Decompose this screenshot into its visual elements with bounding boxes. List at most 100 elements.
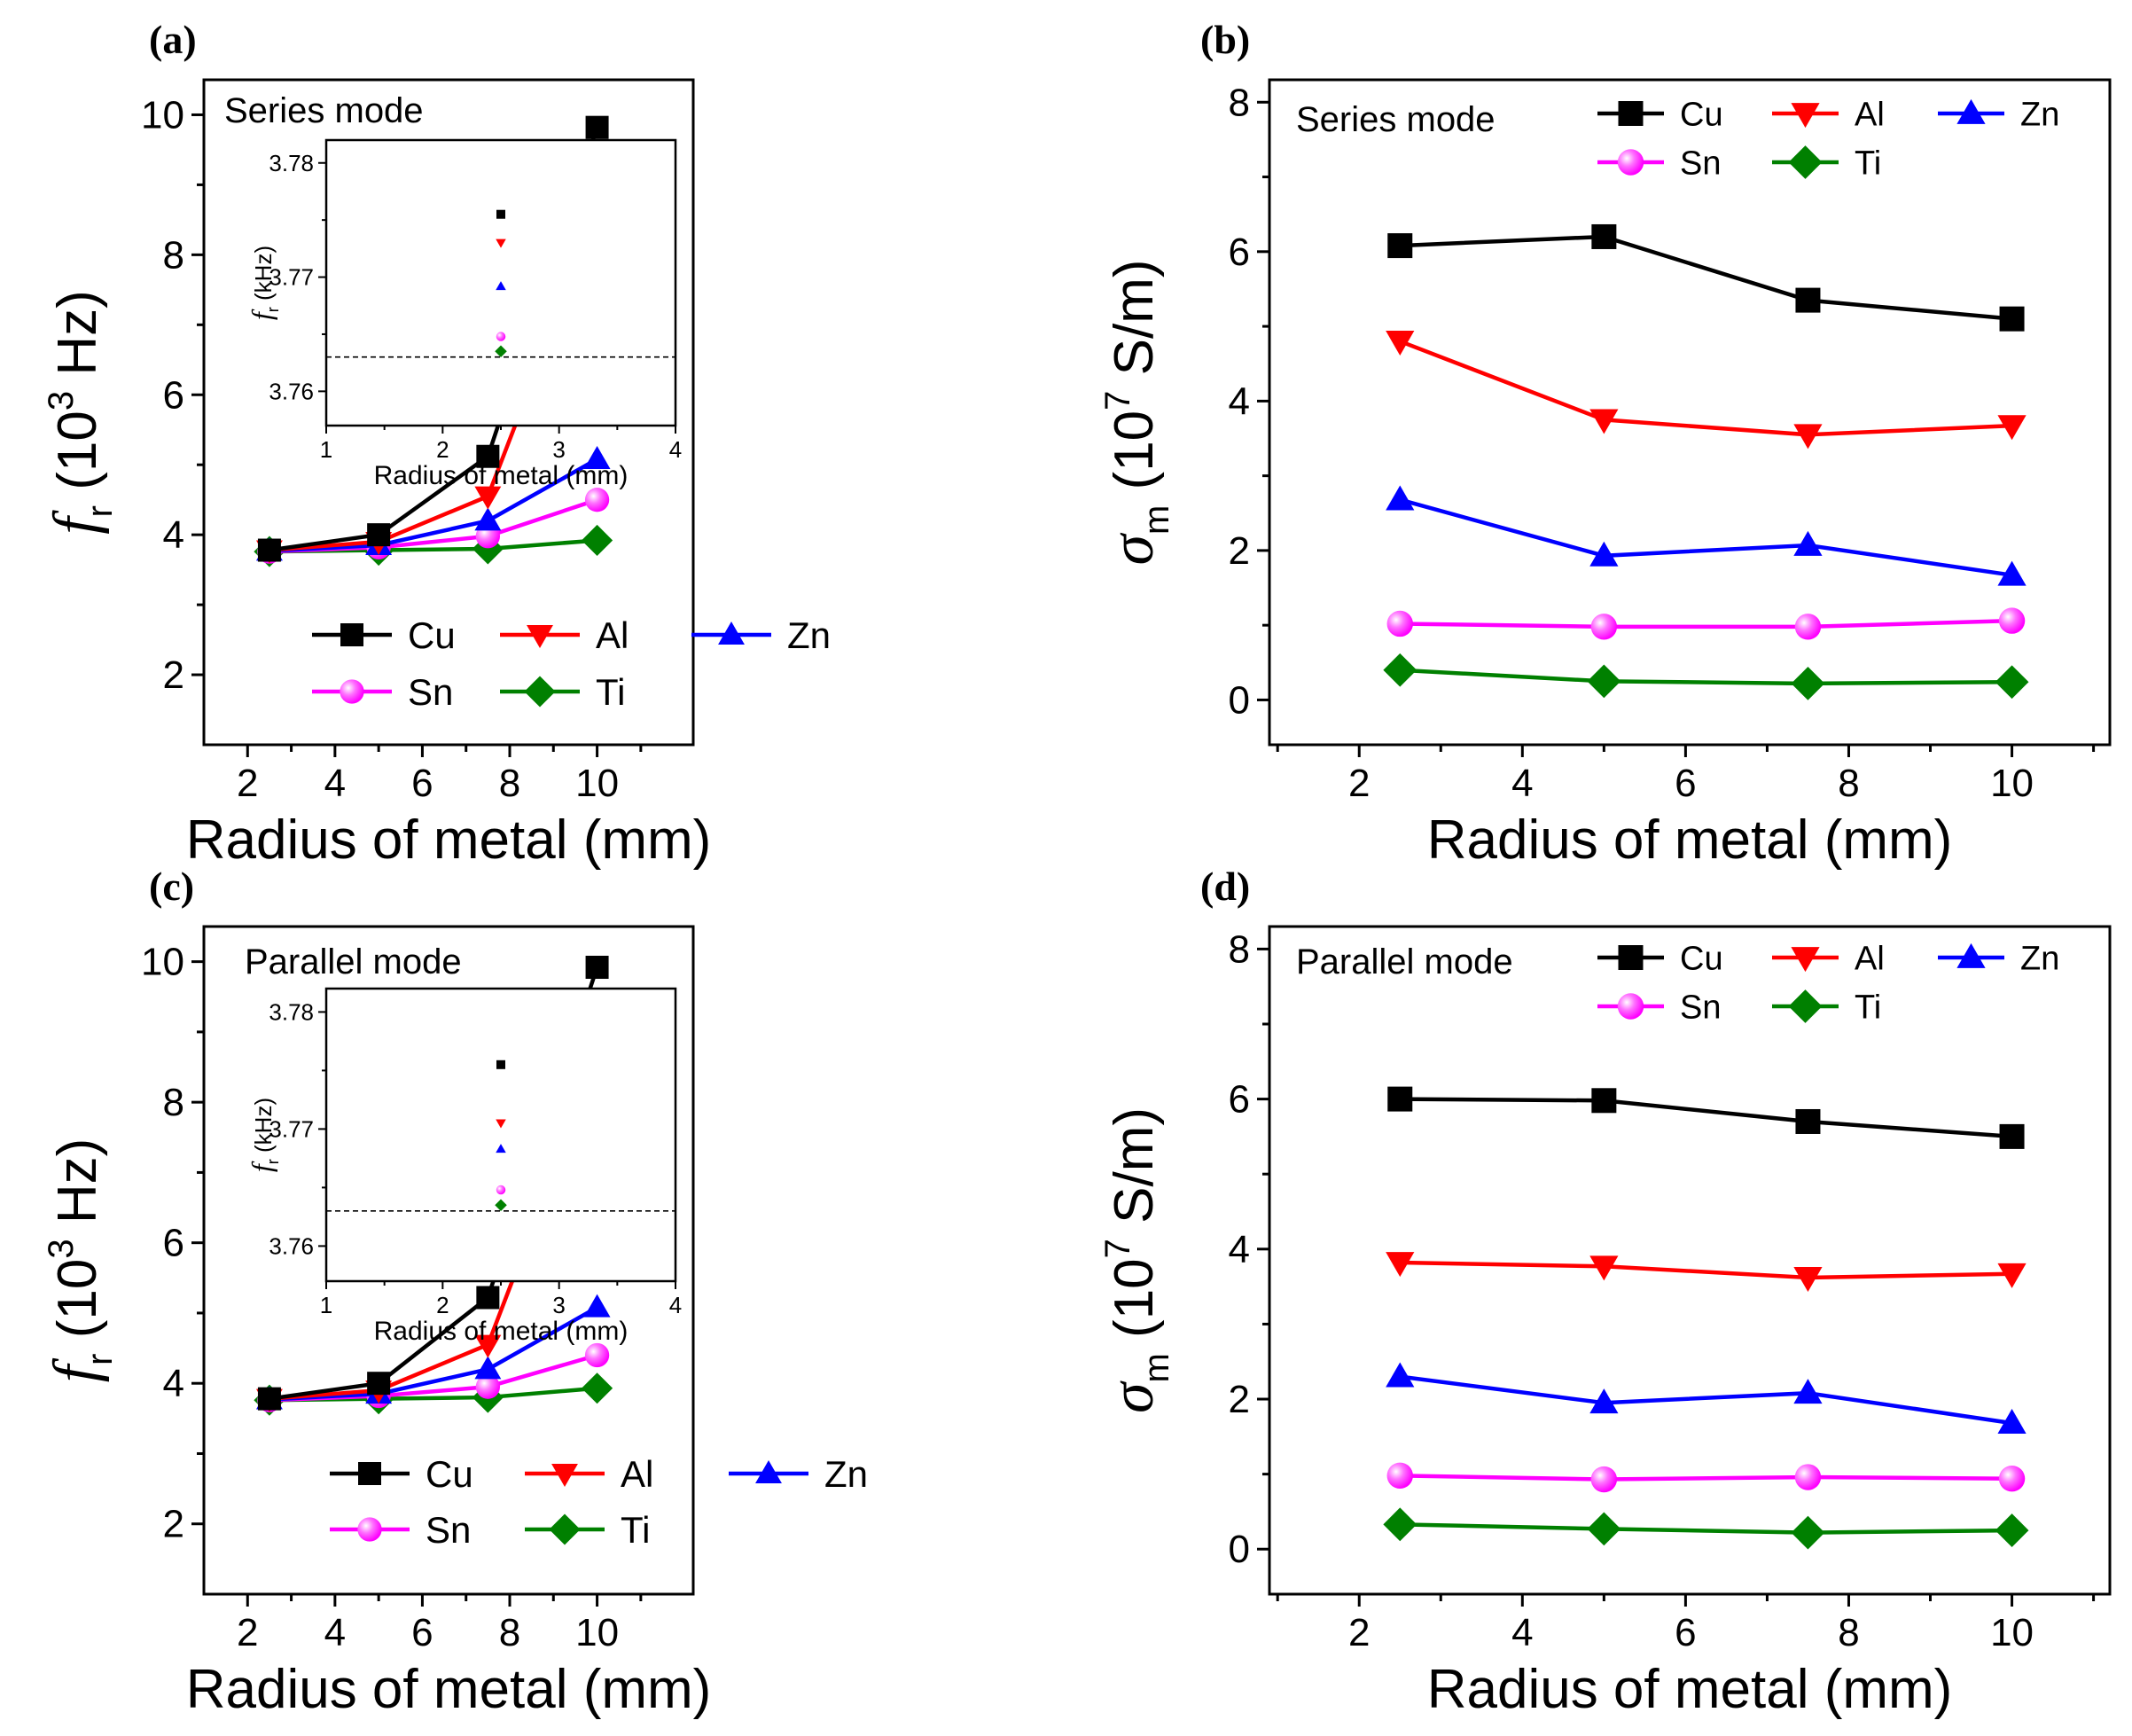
series-line-ti	[1400, 668, 2012, 686]
legend-label: Cu	[1680, 97, 1723, 134]
x-tick-label: 8	[1838, 1611, 1859, 1654]
y-tick-label: 4	[163, 1362, 184, 1405]
data-point-al	[1997, 415, 2027, 441]
legend-marker	[755, 1460, 782, 1484]
x-tick-label: 4	[324, 762, 346, 805]
mode-label: Parallel mode	[1296, 942, 1513, 981]
x-tick-label: 8	[1838, 762, 1859, 805]
legend-label: Al	[1855, 97, 1885, 134]
inset-y-axis-suffix: (kHz)	[250, 246, 277, 307]
data-point-ti	[582, 1372, 613, 1404]
series-line-sn	[1400, 618, 2012, 629]
legend-item-cu: Cu	[312, 614, 456, 656]
legend: Cu Al Zn Sn Ti	[1597, 941, 2059, 1027]
data-point-zn	[474, 1356, 502, 1380]
y-tick-label: 8	[163, 233, 184, 277]
data-point-zn	[1386, 485, 1415, 511]
y-axis-title-superscript: 7	[1098, 1239, 1137, 1258]
series-line-zn	[269, 1305, 598, 1402]
inset-y-tick-label: 3.76	[269, 1232, 314, 1259]
legend-item-cu: Cu	[1597, 941, 1723, 978]
x-axis-title: Radius of metal (mm)	[1427, 809, 1953, 871]
legend-marker	[1788, 989, 1823, 1023]
x-tick-label: 6	[411, 1611, 433, 1654]
inset-chart: 1 2 3 4 3.76 3.77 3.78 Radius of metal (mm) fr (…	[246, 138, 682, 490]
series-line-sn	[1400, 1474, 2012, 1482]
legend-marker	[1791, 947, 1820, 973]
plot-frame	[202, 925, 695, 1596]
data-point-cu	[476, 444, 500, 468]
data-point-sn	[1794, 1464, 1822, 1490]
series-line-cu	[1400, 1097, 2012, 1139]
legend-label: Al	[1855, 941, 1885, 978]
y-tick-label: 2	[163, 653, 184, 697]
series-line-ti	[1400, 1522, 2012, 1535]
y-axis-title-subscript: m	[1137, 505, 1176, 535]
legend-label: Al	[621, 1453, 653, 1495]
x-tick-label: 10	[575, 1611, 619, 1654]
data-point-sn	[1998, 1466, 2026, 1492]
legend-label: Zn	[2020, 941, 2059, 978]
data-point-cu	[367, 523, 391, 547]
data-point-al	[1793, 1267, 1823, 1293]
series-cu	[1387, 223, 2025, 332]
y-axis-title-suffix: Hz)	[47, 290, 108, 391]
legend-item-cu: Cu	[330, 1453, 473, 1495]
inset-y-axis-title: fr (kHz)	[246, 1098, 282, 1172]
x-axis-title: Radius of metal (mm)	[186, 809, 712, 871]
legend-marker	[1618, 945, 1644, 970]
y-axis-title-superscript: 7	[1098, 391, 1137, 411]
series-ti	[1383, 1507, 2029, 1550]
y-tick-label: 6	[163, 373, 184, 417]
legend-marker	[1617, 149, 1644, 176]
legend-marker	[551, 1463, 578, 1487]
series-sn	[1386, 1462, 2026, 1493]
data-point-sn	[1998, 607, 2026, 634]
plot-frame	[1268, 78, 2112, 747]
y-tick-label: 8	[1229, 81, 1250, 124]
series-line-cu	[1400, 234, 2012, 321]
data-point-ti	[1587, 1512, 1621, 1546]
legend-item-ti: Ti	[500, 671, 625, 713]
legend-item-al: Al	[1772, 941, 1885, 978]
data-point-cu	[257, 538, 281, 562]
x-tick-label: 10	[1990, 1611, 2034, 1654]
x-tick-label: 2	[237, 762, 258, 805]
y-tick-label: 10	[141, 941, 184, 984]
legend-marker	[1788, 145, 1823, 179]
data-point-cu	[585, 955, 609, 979]
legend-marker	[1956, 942, 1986, 968]
data-point-sn	[584, 1342, 610, 1368]
legend-item-sn: Sn	[312, 671, 453, 713]
panel-label: (d)	[1200, 864, 1250, 909]
panel-label: (b)	[1200, 17, 1250, 62]
legend-item-zn: Zn	[691, 614, 831, 656]
data-point-al	[1793, 424, 1823, 450]
legend-item-sn: Sn	[1597, 989, 1721, 1027]
inset-y-axis-subscript: r	[264, 1159, 282, 1164]
y-axis-title: fr (103 Hz)	[42, 1138, 120, 1383]
data-point-ti	[1383, 653, 1417, 687]
data-point-zn	[1793, 530, 1823, 556]
y-tick-label: 0	[1229, 678, 1250, 722]
inset-x-tick-label: 1	[320, 436, 332, 463]
y-axis-title-symbol: σ	[1098, 1380, 1167, 1413]
y-axis-title-prefix: (10	[47, 411, 108, 505]
legend: Cu Al Zn Sn Ti	[330, 1453, 868, 1551]
y-axis-title: σm (107 S/m)	[1098, 1107, 1176, 1413]
y-tick-label: 4	[1229, 1228, 1250, 1271]
x-tick-label: 8	[499, 1611, 520, 1654]
y-tick-label: 8	[1229, 927, 1250, 971]
legend-item-zn: Zn	[729, 1453, 868, 1495]
inset-point-zn	[496, 1144, 506, 1153]
inset-point-sn	[496, 1185, 506, 1195]
inset-point-zn	[496, 281, 506, 291]
legend-marker	[1791, 103, 1820, 129]
data-point-al	[1589, 409, 1619, 434]
data-point-cu	[1591, 223, 1617, 249]
y-tick-label: 4	[1229, 379, 1250, 423]
y-tick-label: 0	[1229, 1528, 1250, 1571]
data-point-zn	[583, 445, 611, 469]
legend-marker	[524, 676, 556, 708]
